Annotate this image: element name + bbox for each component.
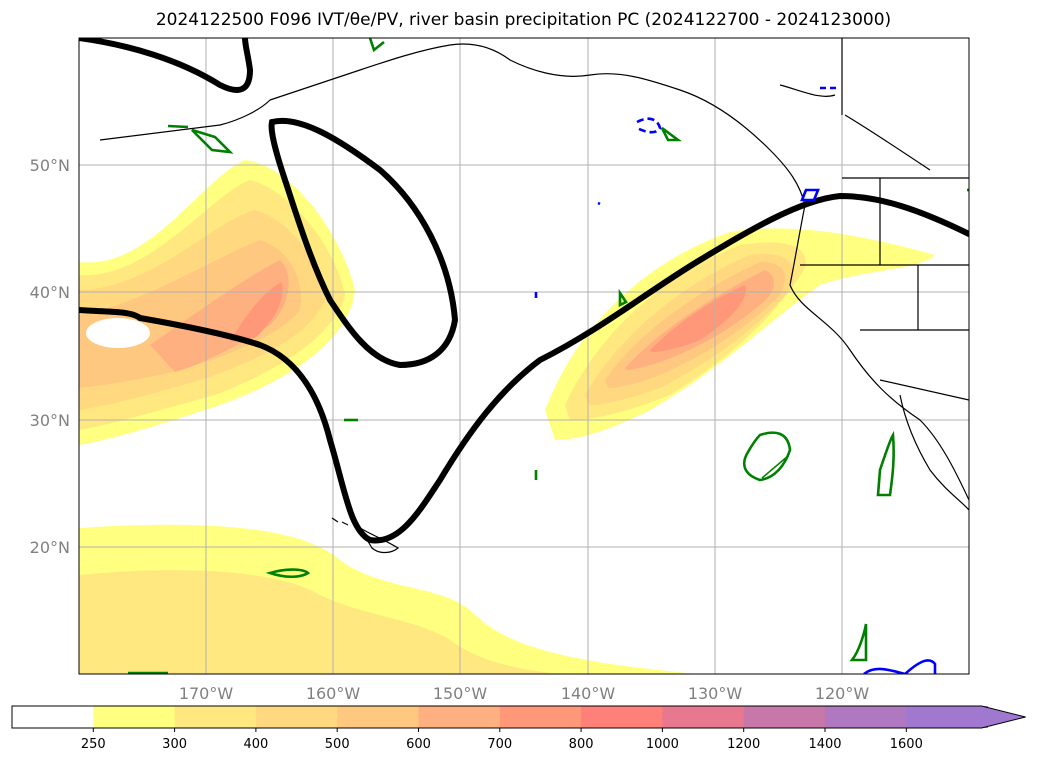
lat-label: 30°N	[30, 411, 70, 430]
lon-label: 150°W	[433, 684, 488, 703]
colorbar-segment	[418, 706, 501, 728]
colorbar-tick-label: 800	[569, 737, 594, 752]
colorbar-tick-label: 1000	[646, 737, 679, 752]
map-title: 2024122500 F096 IVT/θe/PV, river basin p…	[155, 10, 892, 30]
coastlines	[99, 38, 969, 554]
colorbar-tick-label: 1600	[890, 737, 923, 752]
colorbar-tick-label: 600	[406, 737, 431, 752]
colorbar-tick-label: 400	[243, 737, 268, 752]
map-frame	[78, 37, 970, 675]
colorbar-tick-label: 300	[162, 737, 187, 752]
lon-tick-labels: 170°W 160°W 150°W 140°W 130°W 120°W	[179, 684, 870, 703]
colorbar-tick-label: 250	[81, 737, 106, 752]
colorbar-tick-label: 700	[487, 737, 512, 752]
colorbar-tick-label: 500	[325, 737, 350, 752]
lon-label: 120°W	[815, 684, 870, 703]
colorbar-outline	[11, 705, 1026, 729]
ivt-band-south	[79, 524, 700, 674]
lat-tick-labels: 50°N 40°N 30°N 20°N	[30, 156, 70, 557]
lon-label: 170°W	[179, 684, 234, 703]
lat-label: 20°N	[30, 538, 70, 557]
lon-label: 130°W	[688, 684, 743, 703]
colorbar-tick-label: 1200	[727, 737, 760, 752]
theta-e-contours	[79, 38, 969, 544]
colorbar-segment	[499, 706, 582, 728]
colorbar-segment	[174, 706, 257, 728]
lon-label: 160°W	[306, 684, 361, 703]
colorbar-segment	[255, 706, 338, 728]
colorbar-segment	[581, 706, 663, 728]
colorbar-segment	[662, 706, 745, 728]
lon-label: 140°W	[561, 684, 616, 703]
colorbar-tick-label: 1400	[808, 737, 841, 752]
lat-label: 50°N	[30, 156, 70, 175]
ivt-plume-east	[545, 228, 935, 440]
colorbar-segment	[825, 706, 907, 728]
colorbar: 250 300 400 500 600 700 800 1000 1200 1400 1600	[11, 705, 1026, 752]
ivt-plume-west	[79, 160, 355, 445]
colorbar-segment	[743, 706, 826, 728]
colorbar-segment	[12, 706, 94, 728]
map-gridlines	[79, 38, 969, 674]
colorbar-extend-arrow	[906, 706, 1026, 728]
lat-label: 40°N	[30, 283, 70, 302]
colorbar-segment	[337, 706, 419, 728]
colorbar-segment	[93, 706, 176, 728]
